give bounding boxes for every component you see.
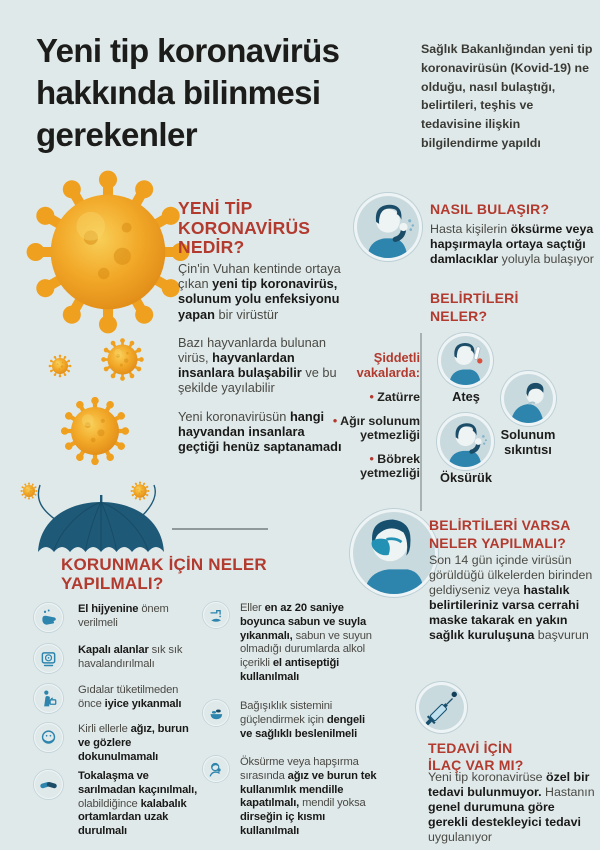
belirtiler-heading: BELİRTİLERİ NELER? [430, 290, 519, 324]
prevention-item: Öksürme veya hapşırma sırasında ağız ve … [203, 756, 379, 839]
hand-washing-icon [203, 602, 229, 628]
symptom-label: Öksürük [440, 470, 492, 485]
handshake-icon [34, 770, 63, 799]
intro-text: Sağlık Bakanlığından yeni tip koronavirü… [421, 42, 593, 150]
hand-hygiene-icon [34, 603, 63, 632]
symptom-label: Ateş [452, 389, 480, 404]
prevention-item: Eller en az 20 saniye boyunca sabun ve s… [203, 602, 379, 685]
prevention-text: El hijyenine önem verilmeli [78, 603, 169, 629]
prevention-text: Öksürme veya hapşırma sırasında ağız ve … [240, 756, 377, 837]
food-washing-icon [34, 684, 63, 713]
varsa-text: Son 14 gün içinde virüsün görüldüğü ülke… [429, 553, 593, 642]
prevention-text: Kapalı alanlar sık sık havalandırılmalı [78, 644, 183, 670]
nedir-paragraph: Yeni koronavirüsün hangi hayvandan insan… [178, 408, 342, 455]
prevention-item: El hijyenine önem verilmeli [34, 603, 204, 632]
coronavirus-illustration-medium [100, 337, 145, 382]
prevention-text: Tokalaşma ve sarılmadan kaçınılmalı, ola… [78, 770, 198, 838]
prevention-text: Gıdalar tüketilmeden önce iyice yıkanmal… [78, 684, 182, 710]
syringe-icon [419, 685, 464, 730]
cover-cough-icon [203, 756, 229, 782]
coughing-person-icon [357, 196, 419, 258]
coronavirus-illustration-large [59, 395, 131, 467]
severe-case-item: Zatürre [330, 390, 420, 404]
severe-cases-list: Zatürre Ağır solunum yetmezliği Böbrek y… [330, 390, 420, 481]
tedavi-heading: TEDAVİ İÇİN İLAÇ VAR MI? [428, 740, 524, 773]
severe-case-item: Ağır solunum yetmezliği [330, 414, 420, 442]
prevention-text: Kirli ellerle ağız, burun ve gözlere dok… [78, 723, 189, 763]
coronavirus-illustration-small [48, 354, 72, 378]
breathing-difficulty-icon [504, 374, 553, 423]
prevention-item: Kapalı alanlar sık sık havalandırılmalı [34, 644, 204, 673]
face-touch-icon [34, 723, 63, 752]
umbrella-protection-illustration [26, 480, 176, 556]
prevention-item: Tokalaşma ve sarılmadan kaçınılmalı, ola… [34, 770, 204, 839]
coronavirus-illustration [22, 166, 194, 338]
prevention-item: Kirli ellerle ağız, burun ve gözlere dok… [34, 723, 204, 764]
prevention-item: Bağışıklık sistemini güçlendirmek için d… [203, 700, 379, 741]
prevention-text: Eller en az 20 saniye boyunca sabun ve s… [240, 602, 372, 683]
section-divider [172, 528, 268, 530]
varsa-heading: BELİRTİLERİ VARSA NELER YAPILMALI? [429, 517, 571, 551]
coronavirus-illustration-tiny [130, 481, 150, 501]
prevention-item: Gıdalar tüketilmeden önce iyice yıkanmal… [34, 684, 204, 713]
masked-person-icon [353, 512, 435, 594]
fever-icon [441, 336, 490, 385]
korunmak-heading: KORUNMAK İÇİN NELER YAPILMALI? [61, 555, 267, 593]
ventilation-icon [34, 644, 63, 673]
coronavirus-illustration-tiny [20, 482, 38, 500]
nedir-heading: YENİ TİP KORONAVİRÜS NEDİR? [178, 198, 311, 257]
symptom-label: Solunum sıkıntısı [500, 427, 556, 457]
severe-cases-block: Şiddetli vakalarda: Zatürre Ağır solunum… [330, 350, 420, 491]
nedir-paragraph: Bazı hayvanlarda bulunan virüs, hayvanla… [178, 334, 337, 396]
page-title: Yeni tip koronavirüs hakkında bilinmesi … [36, 32, 340, 153]
tedavi-text: Yeni tip koronavirüse özel bir tedavi bu… [428, 770, 595, 844]
nedir-paragraph: Çin'in Vuhan kentinde ortaya çıkan yeni … [178, 261, 341, 322]
bulasir-text: Hasta kişilerin öksürme veya hapşırmayla… [430, 222, 594, 266]
column-divider [420, 333, 422, 511]
cough-icon [440, 416, 491, 467]
prevention-text: Bağışıklık sistemini güçlendirmek için d… [240, 700, 365, 740]
severe-cases-label: Şiddetli vakalarda: [356, 350, 420, 380]
bulasir-heading: NASIL BULAŞIR? [430, 201, 550, 217]
nedir-paragraphs: Çin'in Vuhan kentinde ortaya çıkan yeni … [178, 261, 348, 467]
healthy-food-icon [203, 700, 229, 726]
severe-case-item: Böbrek yetmezliği [330, 452, 420, 480]
